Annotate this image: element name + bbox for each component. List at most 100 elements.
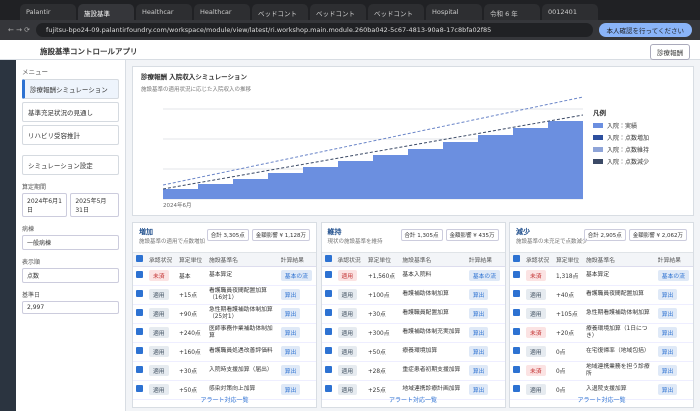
nav-buttons[interactable]: ← → ⟳ (8, 26, 31, 34)
status-cell: 適用 (146, 361, 176, 381)
row-checkbox[interactable] (513, 385, 520, 392)
period-to[interactable]: 2025年5月31日 (70, 193, 119, 217)
ward-select[interactable]: 一般病棟 (22, 235, 119, 250)
row-checkbox[interactable] (324, 366, 332, 373)
result-button[interactable]: 算出 (468, 327, 489, 338)
result-button[interactable]: 算出 (280, 365, 301, 376)
menu-item[interactable]: 基準充足状況の見通し (22, 102, 119, 122)
result-button[interactable]: 算出 (280, 384, 301, 395)
result-button[interactable]: 算出 (280, 346, 301, 357)
result-button[interactable]: 算出 (280, 289, 301, 300)
points-cell: +300点 (364, 323, 400, 343)
tab[interactable]: Healthcar (136, 4, 192, 20)
result-button[interactable]: 算出 (468, 346, 489, 357)
result-button[interactable]: 基本の流 (657, 270, 689, 281)
summary-chip: 合計 2,905点 (583, 229, 626, 241)
menu-item[interactable]: リハビリ受容推計 (22, 125, 119, 145)
menu-item[interactable]: 診療報酬シミュレーション (22, 79, 119, 99)
result-button[interactable]: 算出 (468, 365, 489, 376)
x-axis-label: 2024年6月 (163, 201, 192, 209)
panel-footer-link[interactable]: アラート対応一覧 (577, 397, 626, 404)
row-checkbox[interactable] (513, 366, 520, 373)
status-badge: 適用 (149, 327, 169, 338)
row-checkbox[interactable] (324, 309, 332, 316)
points-cell: +1,560点 (364, 266, 400, 286)
result-button[interactable]: 算出 (468, 384, 489, 395)
row-checkbox[interactable] (136, 328, 143, 335)
profile-button[interactable]: 本人確認を行ってください (598, 23, 692, 37)
checkbox-header (510, 253, 523, 267)
row-checkbox[interactable] (324, 347, 332, 354)
panel-footer-link[interactable]: アラート対応一覧 (388, 397, 437, 404)
reference-field[interactable]: 2,997 (22, 301, 119, 314)
result-cell: 基本の流 (277, 266, 316, 286)
tab[interactable]: ベッドコント (252, 4, 308, 20)
panel-table: 承認状況 算定単位 施設基準名 計算結果 未済 1,318点 基本算定 基本の流 適用 +40点看… (510, 253, 693, 400)
panel-header: 維持 現状の施設基準を維持 合計 1,305点 金額影響 ¥ 435万 (321, 223, 505, 253)
tab[interactable]: 令和 6 年 (484, 4, 540, 20)
row-checkbox[interactable] (136, 347, 143, 354)
row-checkbox[interactable] (513, 290, 520, 297)
legend-swatch (593, 159, 603, 164)
row-checkbox[interactable] (324, 328, 332, 335)
row-checkbox[interactable] (136, 309, 143, 316)
row-checkbox[interactable] (513, 309, 520, 316)
status-cell: 適用 (334, 380, 365, 400)
url-field[interactable]: fujitsu-bpo24-09.palantirfoundry.com/wor… (36, 23, 593, 37)
row-checkbox[interactable] (324, 290, 332, 297)
row-checkbox-cell (510, 380, 523, 400)
status-badge: 適用 (149, 289, 169, 300)
result-cell: 算出 (277, 361, 316, 381)
period-from[interactable]: 2024年6月1日 (22, 193, 68, 217)
period-fields: 2024年6月1日 2025年5月31日 (22, 191, 119, 217)
status-badge: 適用 (337, 384, 358, 395)
settings-button[interactable]: シミュレーション設定 (22, 155, 119, 175)
row-checkbox-cell (510, 285, 523, 305)
row-checkbox[interactable] (136, 290, 143, 297)
points-cell: +50点 (364, 342, 400, 362)
row-checkbox[interactable] (324, 271, 332, 278)
row-checkbox[interactable] (136, 385, 143, 392)
reference-label: 基準日 (22, 292, 41, 299)
result-button[interactable]: 算出 (657, 308, 678, 319)
sort-label: 表示順 (22, 259, 41, 266)
result-button[interactable]: 算出 (280, 308, 301, 319)
table-row: 適用 +100点 看護補助体制加算 算出 (321, 285, 505, 305)
row-checkbox[interactable] (136, 366, 143, 373)
result-button[interactable]: 基本の流 (468, 270, 501, 281)
result-button[interactable]: 算出 (657, 327, 678, 338)
standard-name: 基本入院料 (399, 266, 466, 286)
tab[interactable]: Healthcar (194, 4, 250, 20)
column-header: 算定単位 (364, 253, 400, 267)
result-button[interactable]: 算出 (657, 365, 678, 376)
result-button[interactable]: 算出 (280, 327, 301, 338)
tab[interactable]: ベッドコント (310, 4, 366, 20)
row-checkbox[interactable] (513, 328, 520, 335)
result-cell: 算出 (277, 285, 316, 305)
tab[interactable]: Palantir (20, 4, 76, 20)
result-button[interactable]: 算出 (657, 384, 678, 395)
result-button[interactable]: 算出 (657, 346, 678, 357)
result-button[interactable]: 算出 (657, 289, 678, 300)
row-checkbox[interactable] (513, 347, 520, 354)
row-checkbox[interactable] (513, 271, 520, 278)
result-cell: 算出 (465, 380, 505, 400)
tab[interactable]: 施設基準 (78, 4, 134, 20)
row-checkbox[interactable] (136, 271, 143, 278)
status-cell: 適用 (334, 304, 365, 324)
panel-summary: 合計 1,305点 金額影響 ¥ 435万 (400, 229, 499, 241)
action-button[interactable]: 診療報酬 (650, 44, 690, 60)
row-checkbox[interactable] (324, 385, 332, 392)
tab[interactable]: ベッドコント (368, 4, 424, 20)
result-button[interactable]: 算出 (468, 308, 489, 319)
result-button[interactable]: 算出 (468, 289, 489, 300)
points-cell: +20点 (552, 323, 583, 343)
legend-label: 入院：点数増加 (607, 135, 650, 142)
panel-footer-link[interactable]: アラート対応一覧 (200, 397, 249, 404)
result-button[interactable]: 基本の流 (280, 270, 312, 281)
sort-select[interactable]: 点数 (22, 268, 119, 283)
tab[interactable]: 0012401 (542, 4, 598, 20)
row-checkbox-cell (321, 285, 335, 305)
tab[interactable]: Hospital (426, 4, 482, 20)
